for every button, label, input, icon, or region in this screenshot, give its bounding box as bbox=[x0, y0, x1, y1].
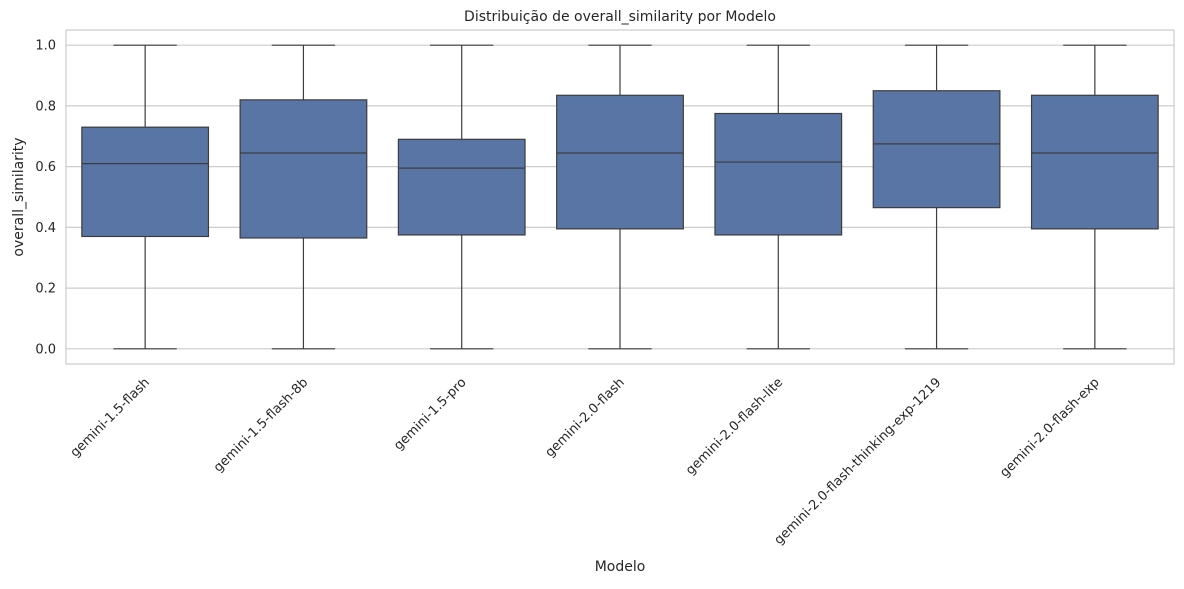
y-tick-label: 0.4 bbox=[35, 221, 56, 236]
y-tick-label: 0.2 bbox=[35, 282, 56, 297]
box-group bbox=[397, 44, 526, 350]
box-iqr bbox=[239, 99, 368, 239]
box-iqr bbox=[397, 138, 526, 236]
x-tick-label: gemini-1.5-flash-8b bbox=[211, 375, 311, 475]
x-tick-label: gemini-2.0-flash-exp bbox=[997, 375, 1102, 480]
box-iqr bbox=[714, 112, 843, 236]
x-tick-label: gemini-1.5-flash bbox=[68, 375, 153, 460]
x-tick-label: gemini-2.0-flash bbox=[543, 375, 628, 460]
x-tick-label: gemini-1.5-pro bbox=[391, 375, 469, 453]
box-iqr bbox=[556, 94, 684, 230]
box-iqr bbox=[81, 126, 210, 238]
x-tick-label: gemini-2.0-flash-thinking-exp-1219 bbox=[772, 375, 945, 548]
box-group bbox=[81, 44, 210, 350]
chart-title: Distribuição de overall_similarity por M… bbox=[464, 9, 776, 25]
y-tick-labels: 0.0 0.2 0.4 0.6 0.8 1.0 bbox=[35, 39, 56, 358]
x-tick-label: gemini-2.0-flash-lite bbox=[683, 375, 786, 478]
box-group bbox=[1030, 44, 1159, 350]
y-axis-label: overall_similarity bbox=[11, 137, 27, 256]
y-tick-label: 0.8 bbox=[35, 99, 56, 114]
box-group bbox=[239, 44, 368, 350]
y-tick-label: 1.0 bbox=[35, 39, 56, 54]
x-tick-labels: gemini-1.5-flash gemini-1.5-flash-8b gemin… bbox=[68, 375, 1103, 548]
y-tick-label: 0.0 bbox=[35, 342, 56, 357]
boxes bbox=[81, 44, 1159, 350]
box-group bbox=[872, 44, 1001, 350]
y-tick-label: 0.6 bbox=[35, 160, 56, 175]
x-axis-label: Modelo bbox=[595, 559, 646, 575]
box-iqr bbox=[1030, 94, 1159, 230]
box-iqr bbox=[872, 90, 1001, 209]
box-group bbox=[556, 44, 684, 350]
plot-frame bbox=[65, 29, 1175, 365]
box-group bbox=[714, 44, 843, 350]
